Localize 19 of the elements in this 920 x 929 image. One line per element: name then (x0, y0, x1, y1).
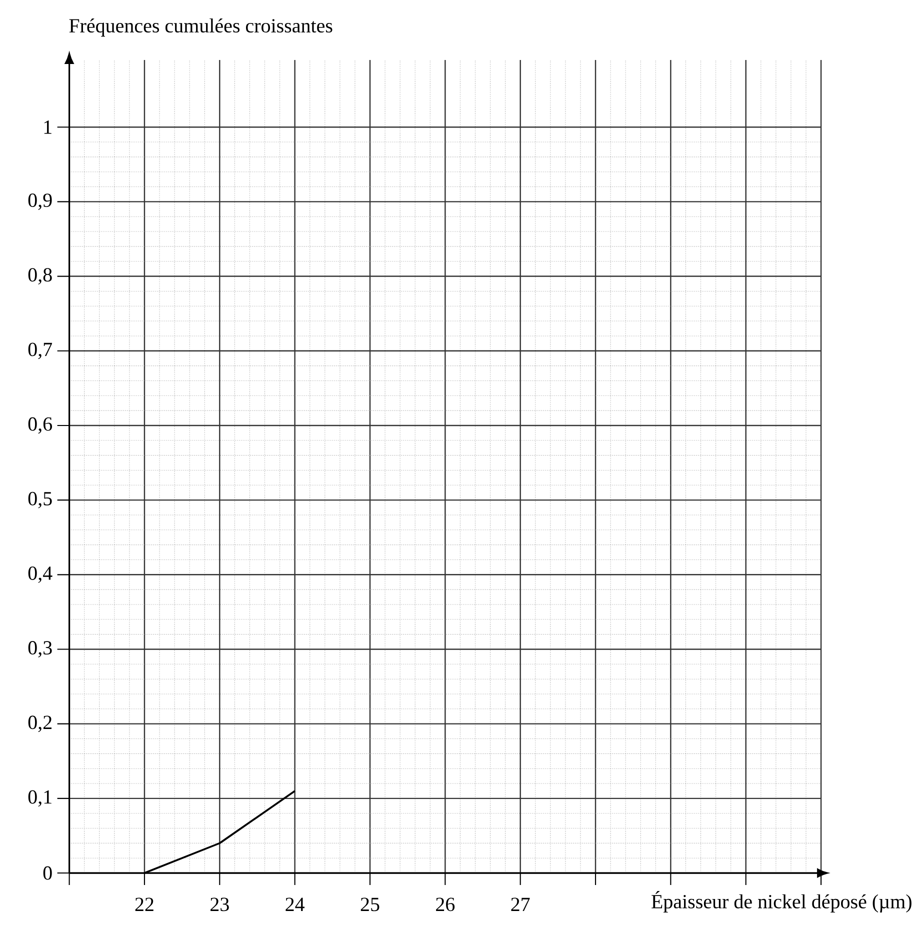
x-tick-label: 27 (511, 898, 530, 911)
y-tick-label: 0,7 (28, 342, 52, 360)
y-axis-title: Fréquences cumulées croissantes (69, 18, 332, 37)
y-tick-label: 0,6 (28, 417, 52, 434)
x-tick-label: 22 (136, 898, 154, 911)
y-tick-label: 0,8 (28, 268, 52, 284)
y-tick-label: 0,4 (28, 566, 52, 583)
y-tick-label: 0,3 (28, 641, 52, 658)
x-tick-label: 23 (210, 898, 230, 912)
y-tick-label: 0 (44, 866, 52, 880)
x-tick-label: 25 (361, 898, 380, 912)
y-tick-label: 0,1 (28, 790, 52, 807)
x-tick-label: 26 (436, 898, 455, 912)
y-tick-label: 0,5 (28, 492, 52, 508)
x-tick-label: 24 (286, 898, 305, 911)
y-tick-label: 1 (44, 120, 52, 134)
y-tick-label: 0,2 (28, 716, 52, 732)
x-axis-title: Épaisseur de nickel déposé (µm) (652, 891, 912, 912)
y-tick-label: 0,9 (28, 194, 52, 210)
